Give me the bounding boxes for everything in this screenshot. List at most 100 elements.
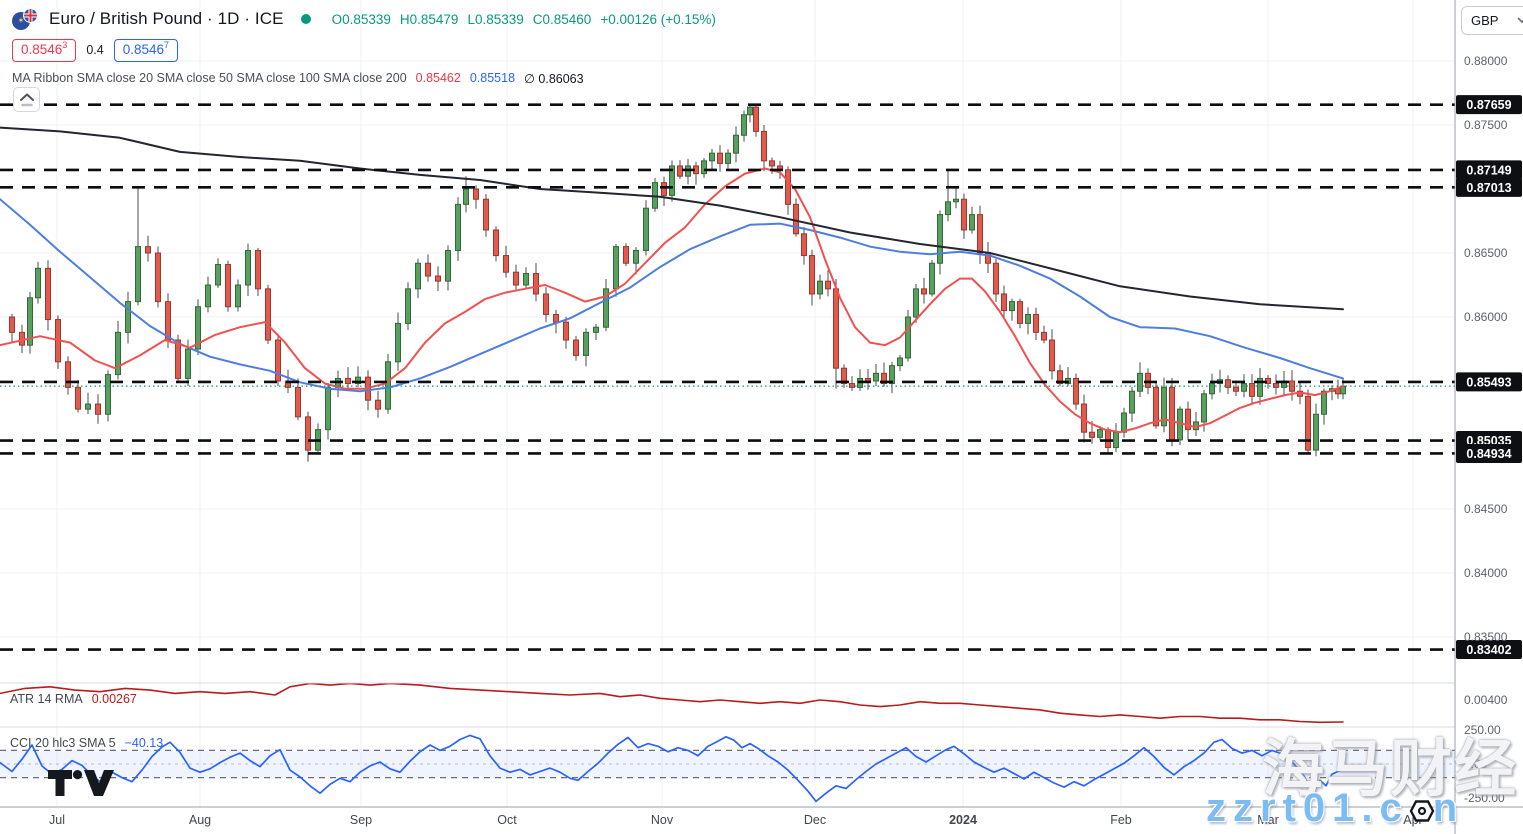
candle [785, 169, 791, 205]
price-tick-label: 0.84000 [1464, 566, 1508, 580]
open-value: O0.85339 [331, 11, 391, 27]
candle [165, 301, 171, 341]
cci-tick-label: 250.00 [1464, 723, 1501, 737]
candle [175, 339, 181, 379]
candle [115, 331, 121, 376]
candle [761, 130, 767, 162]
candle [825, 280, 831, 290]
candle [961, 198, 967, 231]
price-tick-label: 0.84500 [1464, 502, 1508, 516]
candle [593, 326, 599, 333]
cci-plot [0, 734, 1344, 803]
candle [195, 306, 201, 350]
candle [1129, 390, 1135, 414]
candle [921, 288, 927, 295]
candle [135, 246, 141, 303]
candle [583, 331, 589, 356]
time-tick-label: Jul [49, 813, 65, 827]
candle [1273, 383, 1279, 388]
candle [503, 255, 509, 273]
candle [873, 372, 879, 382]
candle [513, 271, 519, 286]
candle [769, 160, 775, 167]
candle [969, 214, 975, 231]
price-tick-label: 0.86000 [1464, 310, 1508, 324]
level-price-label [1456, 640, 1522, 660]
candle [395, 322, 401, 363]
ma-ribbon-value-fast: 0.85462 [415, 71, 461, 85]
candle [155, 252, 161, 303]
cci-legend[interactable]: CCI 20 hlc3 SMA 5 −40.13 [10, 736, 163, 750]
candle [1033, 313, 1039, 333]
time-axis-labels[interactable]: Jul Aug Sep Oct Nov Dec 2024 Feb Mar Apr [49, 813, 1423, 827]
atr-value: 0.00267 [91, 692, 137, 706]
time-tick-label: Nov [651, 813, 674, 827]
candle [1153, 386, 1159, 427]
candle [215, 264, 221, 286]
candle [553, 313, 559, 323]
candle [483, 198, 489, 231]
candle [35, 267, 41, 299]
candle [27, 297, 33, 346]
level-lines[interactable] [0, 103, 1455, 651]
ask-price-button[interactable]: 0.8546 7 [113, 38, 179, 62]
candle [265, 288, 271, 341]
candle [809, 255, 815, 295]
candle [841, 367, 847, 385]
level-price-label-text: 0.83402 [1466, 643, 1511, 657]
candle [1073, 377, 1079, 405]
candle [455, 203, 461, 251]
candle [1089, 431, 1095, 438]
level-price-label-text: 0.85493 [1466, 375, 1511, 389]
candle [733, 134, 739, 154]
level-price-label-text: 0.87013 [1466, 181, 1511, 195]
ma-ribbon-value-mid: 0.85518 [469, 71, 516, 85]
candle [929, 262, 935, 295]
candle [741, 114, 747, 136]
candle [945, 201, 951, 216]
tradingview-logo-icon[interactable] [48, 770, 114, 802]
price-tick-label: 0.83500 [1464, 630, 1508, 644]
candle [1233, 386, 1239, 392]
spread-value: 0.4 [86, 43, 104, 57]
bid-price-button[interactable]: 0.8546 3 [12, 38, 77, 62]
candle [1305, 395, 1311, 451]
candle [717, 152, 723, 164]
atr-legend[interactable]: ATR 14 RMA 0.00267 [10, 692, 137, 706]
currency-selector-button[interactable]: GBP [1461, 6, 1523, 35]
symbol-flags-icon [12, 8, 40, 30]
candle [1009, 301, 1015, 312]
candle [793, 203, 799, 235]
candle [849, 383, 855, 388]
level-price-label-text: 0.84934 [1466, 447, 1511, 461]
candle [1257, 377, 1263, 397]
atr-plot [0, 682, 1344, 724]
price-axis-labels[interactable]: 0.876590.871490.870130.854930.850350.849… [1456, 54, 1522, 805]
candle [205, 284, 211, 308]
candle [245, 249, 251, 286]
ma-ribbon-label[interactable]: MA Ribbon SMA close 20 SMA close 50 SMA … [12, 71, 407, 85]
candle [669, 165, 675, 196]
collapse-pane-button[interactable] [13, 87, 40, 112]
candle [1041, 331, 1047, 341]
symbol-title[interactable]: Euro / British Pound · 1D · ICE [49, 9, 284, 28]
candle [563, 321, 569, 341]
chevron-up-icon [19, 93, 34, 107]
currency-label: GBP [1471, 13, 1499, 28]
candle [543, 293, 549, 315]
candle [801, 233, 807, 257]
candle [897, 357, 903, 367]
candle [225, 264, 231, 308]
time-tick-label: Oct [497, 813, 517, 827]
price-tick-label: 0.86500 [1464, 246, 1508, 260]
candle [19, 331, 25, 346]
chevron-down-icon [1517, 17, 1523, 24]
candle [817, 280, 823, 295]
time-tick-label: Feb [1110, 813, 1132, 827]
candle [833, 288, 839, 369]
candle [709, 152, 715, 162]
candle [1049, 339, 1055, 372]
candle [493, 229, 499, 257]
candle [125, 301, 131, 333]
